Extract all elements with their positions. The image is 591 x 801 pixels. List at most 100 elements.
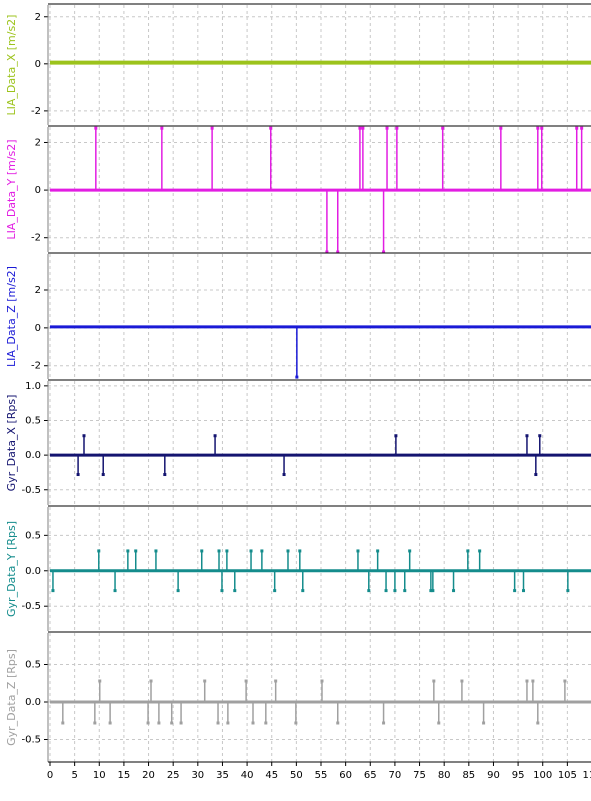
marker bbox=[213, 434, 217, 438]
spike bbox=[94, 126, 98, 191]
x-tick-label: 60 bbox=[339, 770, 352, 781]
spike bbox=[403, 570, 407, 593]
y-axis-label: LIA_Data_Y [m/s2] bbox=[5, 139, 18, 239]
marker bbox=[499, 126, 503, 130]
y-tick-label: 0.0 bbox=[25, 450, 41, 461]
spike bbox=[361, 126, 365, 191]
marker bbox=[536, 126, 540, 130]
marker bbox=[274, 679, 278, 683]
x-tick-label: 25 bbox=[167, 770, 180, 781]
marker bbox=[203, 679, 207, 683]
spike bbox=[216, 702, 220, 725]
spike bbox=[200, 549, 204, 571]
spike bbox=[251, 702, 255, 725]
x-tick-label: 15 bbox=[118, 770, 131, 781]
marker bbox=[437, 721, 441, 725]
spike bbox=[466, 549, 470, 571]
marker bbox=[82, 434, 86, 438]
marker bbox=[251, 721, 255, 725]
marker bbox=[244, 679, 248, 683]
y-tick-label: -0.5 bbox=[21, 601, 41, 612]
spike bbox=[563, 679, 567, 702]
x-tick-label: 55 bbox=[315, 770, 328, 781]
spike bbox=[382, 702, 386, 725]
marker bbox=[563, 679, 567, 683]
marker bbox=[382, 721, 386, 725]
y-tick-label: 0 bbox=[35, 59, 41, 70]
y-tick-label: 2 bbox=[35, 285, 41, 296]
spike bbox=[244, 679, 248, 702]
marker bbox=[429, 589, 433, 593]
marker bbox=[126, 549, 130, 553]
spike bbox=[98, 679, 102, 702]
x-tick-label: 100 bbox=[533, 770, 552, 781]
spike bbox=[325, 190, 329, 254]
marker bbox=[580, 126, 584, 130]
spike bbox=[499, 126, 503, 191]
spike bbox=[536, 126, 540, 191]
marker bbox=[432, 679, 436, 683]
marker bbox=[460, 679, 464, 683]
spike bbox=[264, 702, 268, 725]
marker bbox=[538, 434, 542, 438]
spike bbox=[452, 570, 456, 593]
spike bbox=[101, 455, 105, 477]
spike bbox=[163, 455, 167, 477]
spike bbox=[82, 434, 86, 456]
spike bbox=[522, 570, 526, 593]
spike bbox=[249, 549, 253, 571]
x-tick-label: 45 bbox=[265, 770, 278, 781]
spike bbox=[134, 549, 138, 571]
marker bbox=[163, 473, 167, 477]
spike bbox=[575, 126, 579, 191]
spike bbox=[260, 549, 264, 571]
spike bbox=[149, 679, 153, 702]
x-tick-label: 95 bbox=[512, 770, 525, 781]
marker bbox=[149, 679, 153, 683]
x-tick-label: 10 bbox=[93, 770, 106, 781]
spike bbox=[210, 126, 214, 191]
marker bbox=[61, 721, 65, 725]
y-axis-label: LIA_Data_X [m/s2] bbox=[5, 15, 18, 116]
marker bbox=[525, 679, 529, 683]
spike bbox=[384, 570, 388, 593]
spike bbox=[356, 549, 360, 571]
spike bbox=[536, 702, 540, 725]
x-tick-label: 50 bbox=[290, 770, 303, 781]
spike bbox=[225, 549, 229, 571]
marker bbox=[98, 679, 102, 683]
spike bbox=[382, 190, 386, 254]
marker bbox=[536, 721, 540, 725]
marker bbox=[385, 126, 389, 130]
x-tick-label: 75 bbox=[413, 770, 426, 781]
marker bbox=[298, 549, 302, 553]
y-tick-label: -2 bbox=[31, 106, 41, 117]
marker bbox=[269, 126, 273, 130]
marker bbox=[134, 549, 138, 553]
x-tick-label: 65 bbox=[364, 770, 377, 781]
marker bbox=[216, 721, 220, 725]
spike bbox=[460, 679, 464, 702]
marker bbox=[200, 549, 204, 553]
marker bbox=[376, 549, 380, 553]
marker bbox=[176, 589, 180, 593]
marker bbox=[286, 549, 290, 553]
marker bbox=[513, 589, 517, 593]
spike bbox=[429, 570, 433, 593]
marker bbox=[97, 549, 101, 553]
y-tick-label: 0.0 bbox=[25, 697, 41, 708]
marker bbox=[395, 126, 399, 130]
marker bbox=[531, 679, 535, 683]
spike bbox=[441, 126, 445, 191]
spike bbox=[76, 455, 80, 477]
y-tick-label: 1.0 bbox=[25, 381, 41, 392]
spike bbox=[394, 434, 398, 456]
spike bbox=[108, 702, 112, 725]
x-tick-label: 30 bbox=[191, 770, 204, 781]
spike bbox=[203, 679, 207, 702]
y-tick-label: 0.5 bbox=[25, 530, 41, 541]
spike bbox=[295, 326, 299, 379]
marker bbox=[295, 375, 299, 379]
spike bbox=[538, 434, 542, 456]
spike bbox=[531, 679, 535, 702]
